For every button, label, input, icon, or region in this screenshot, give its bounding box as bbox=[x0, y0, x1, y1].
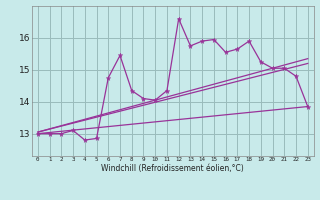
X-axis label: Windchill (Refroidissement éolien,°C): Windchill (Refroidissement éolien,°C) bbox=[101, 164, 244, 173]
